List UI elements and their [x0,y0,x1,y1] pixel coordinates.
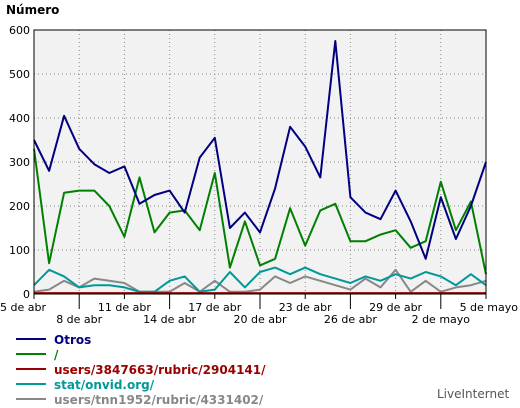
legend-label-tnn1952: users/tnn1952/rubric/4331402/ [54,393,264,407]
brand-label: LiveInternet [437,387,510,401]
x-tick-label: 5 de mayo [460,301,519,314]
x-tick-label: 20 de abr [234,313,287,326]
x-tick-label: 26 de abr [324,313,377,326]
legend-swatch-tnn1952 [16,397,46,400]
x-tick-label: 2 de mayo [412,313,471,326]
y-tick-label: 300 [9,156,30,169]
x-tick-label: 14 de abr [143,313,196,326]
x-tick-label: 23 de abr [279,301,332,314]
series-line-0 [33,40,487,260]
legend-label-root: / [54,348,59,362]
legend-swatch-root [16,352,46,355]
series-line-1 [33,148,487,275]
series-line-3 [33,266,487,293]
x-tick-label: 17 de abr [188,301,241,314]
legend-item: Otros [16,333,266,348]
legend-item: stat/onvid.org/ [16,378,266,393]
y-tick-label: 400 [9,112,30,125]
legend-swatch-rubric-2904141 [16,367,46,370]
y-tick-label: 0 [23,288,30,301]
y-tick-label: 500 [9,68,30,81]
legend-item: users/3847663/rubric/2904141/ [16,363,266,378]
y-tick-label: 100 [9,244,30,257]
legend-label-otros: Otros [54,333,92,347]
legend-label-rubric-2904141: users/3847663/rubric/2904141/ [54,363,266,377]
y-tick-label: 600 [9,24,30,37]
x-tick-label: 8 de abr [56,313,102,326]
legend-label-onvid: stat/onvid.org/ [54,378,155,392]
plot-frame [33,29,487,295]
y-axis-title: Número [6,3,60,17]
legend-swatch-otros [16,337,46,340]
x-tick-label: 29 de abr [369,301,422,314]
legend-item: / [16,348,266,363]
legend: Otros / users/3847663/rubric/2904141/ st… [16,333,266,408]
series-line-4 [33,268,487,293]
x-tick-label: 5 de abr [0,301,46,314]
legend-item: users/tnn1952/rubric/4331402/ [16,393,266,408]
legend-swatch-onvid [16,382,46,385]
y-tick-label: 200 [9,200,30,213]
x-tick-label: 11 de abr [98,301,151,314]
